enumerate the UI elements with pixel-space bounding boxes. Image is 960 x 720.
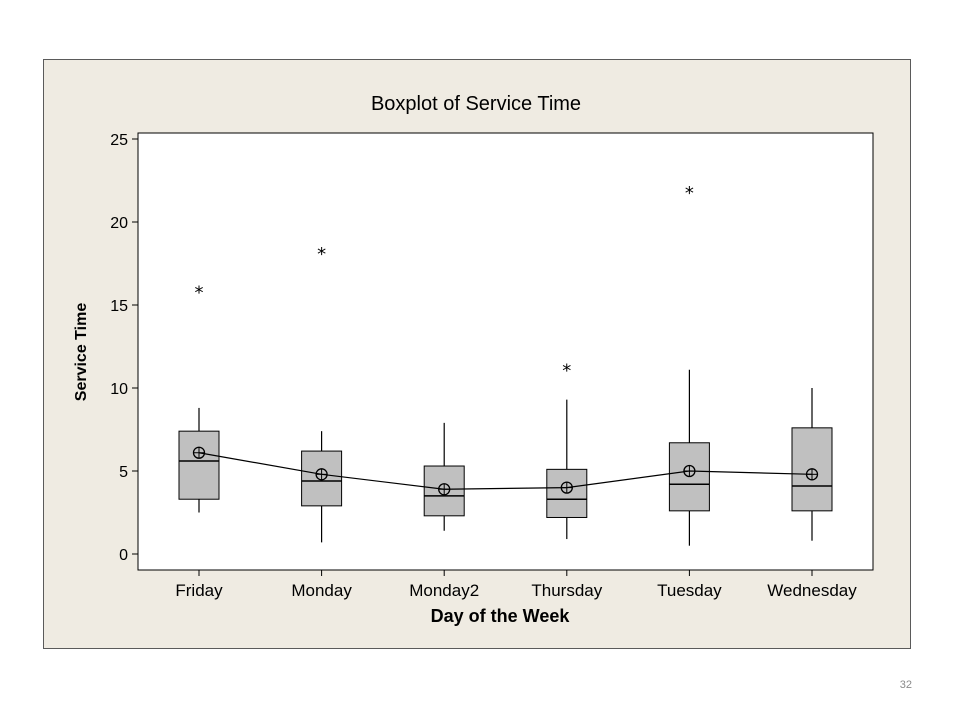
x-tick-label: Tuesday [657, 581, 722, 600]
y-tick-label: 10 [110, 381, 128, 398]
x-tick-label: Wednesday [767, 581, 857, 600]
y-tick-label: 20 [110, 215, 128, 232]
y-axis-label: Service Time [73, 303, 90, 402]
x-tick-label: Monday2 [409, 581, 479, 600]
x-tick-label: Monday [291, 581, 352, 600]
outlier-marker: * [317, 244, 326, 265]
chart-frame: Boxplot of Service Time Service Time Day… [43, 59, 911, 649]
y-tick-label: 25 [110, 132, 128, 149]
y-tick-label: 5 [119, 464, 128, 481]
slide-number: 32 [899, 679, 912, 691]
plot-area [137, 132, 874, 571]
x-axis-label: Day of the Week [431, 606, 571, 626]
chart-title: Boxplot of Service Time [371, 93, 581, 115]
y-tick-label: 15 [110, 298, 128, 315]
y-tick-label: 0 [119, 547, 128, 564]
outlier-marker: * [195, 282, 204, 303]
box-friday [178, 430, 220, 500]
outlier-marker: * [685, 183, 694, 204]
x-tick-label: Thursday [531, 581, 602, 600]
outlier-marker: * [562, 360, 571, 381]
boxplot-chart: Boxplot of Service Time Service Time Day… [73, 93, 874, 626]
chart-marks: 0 5 10 15 20 25 Friday Monday Monday2 Thursday Tue… [110, 132, 857, 600]
x-tick-label: Friday [175, 581, 223, 600]
mean-connect-line [198, 452, 813, 490]
